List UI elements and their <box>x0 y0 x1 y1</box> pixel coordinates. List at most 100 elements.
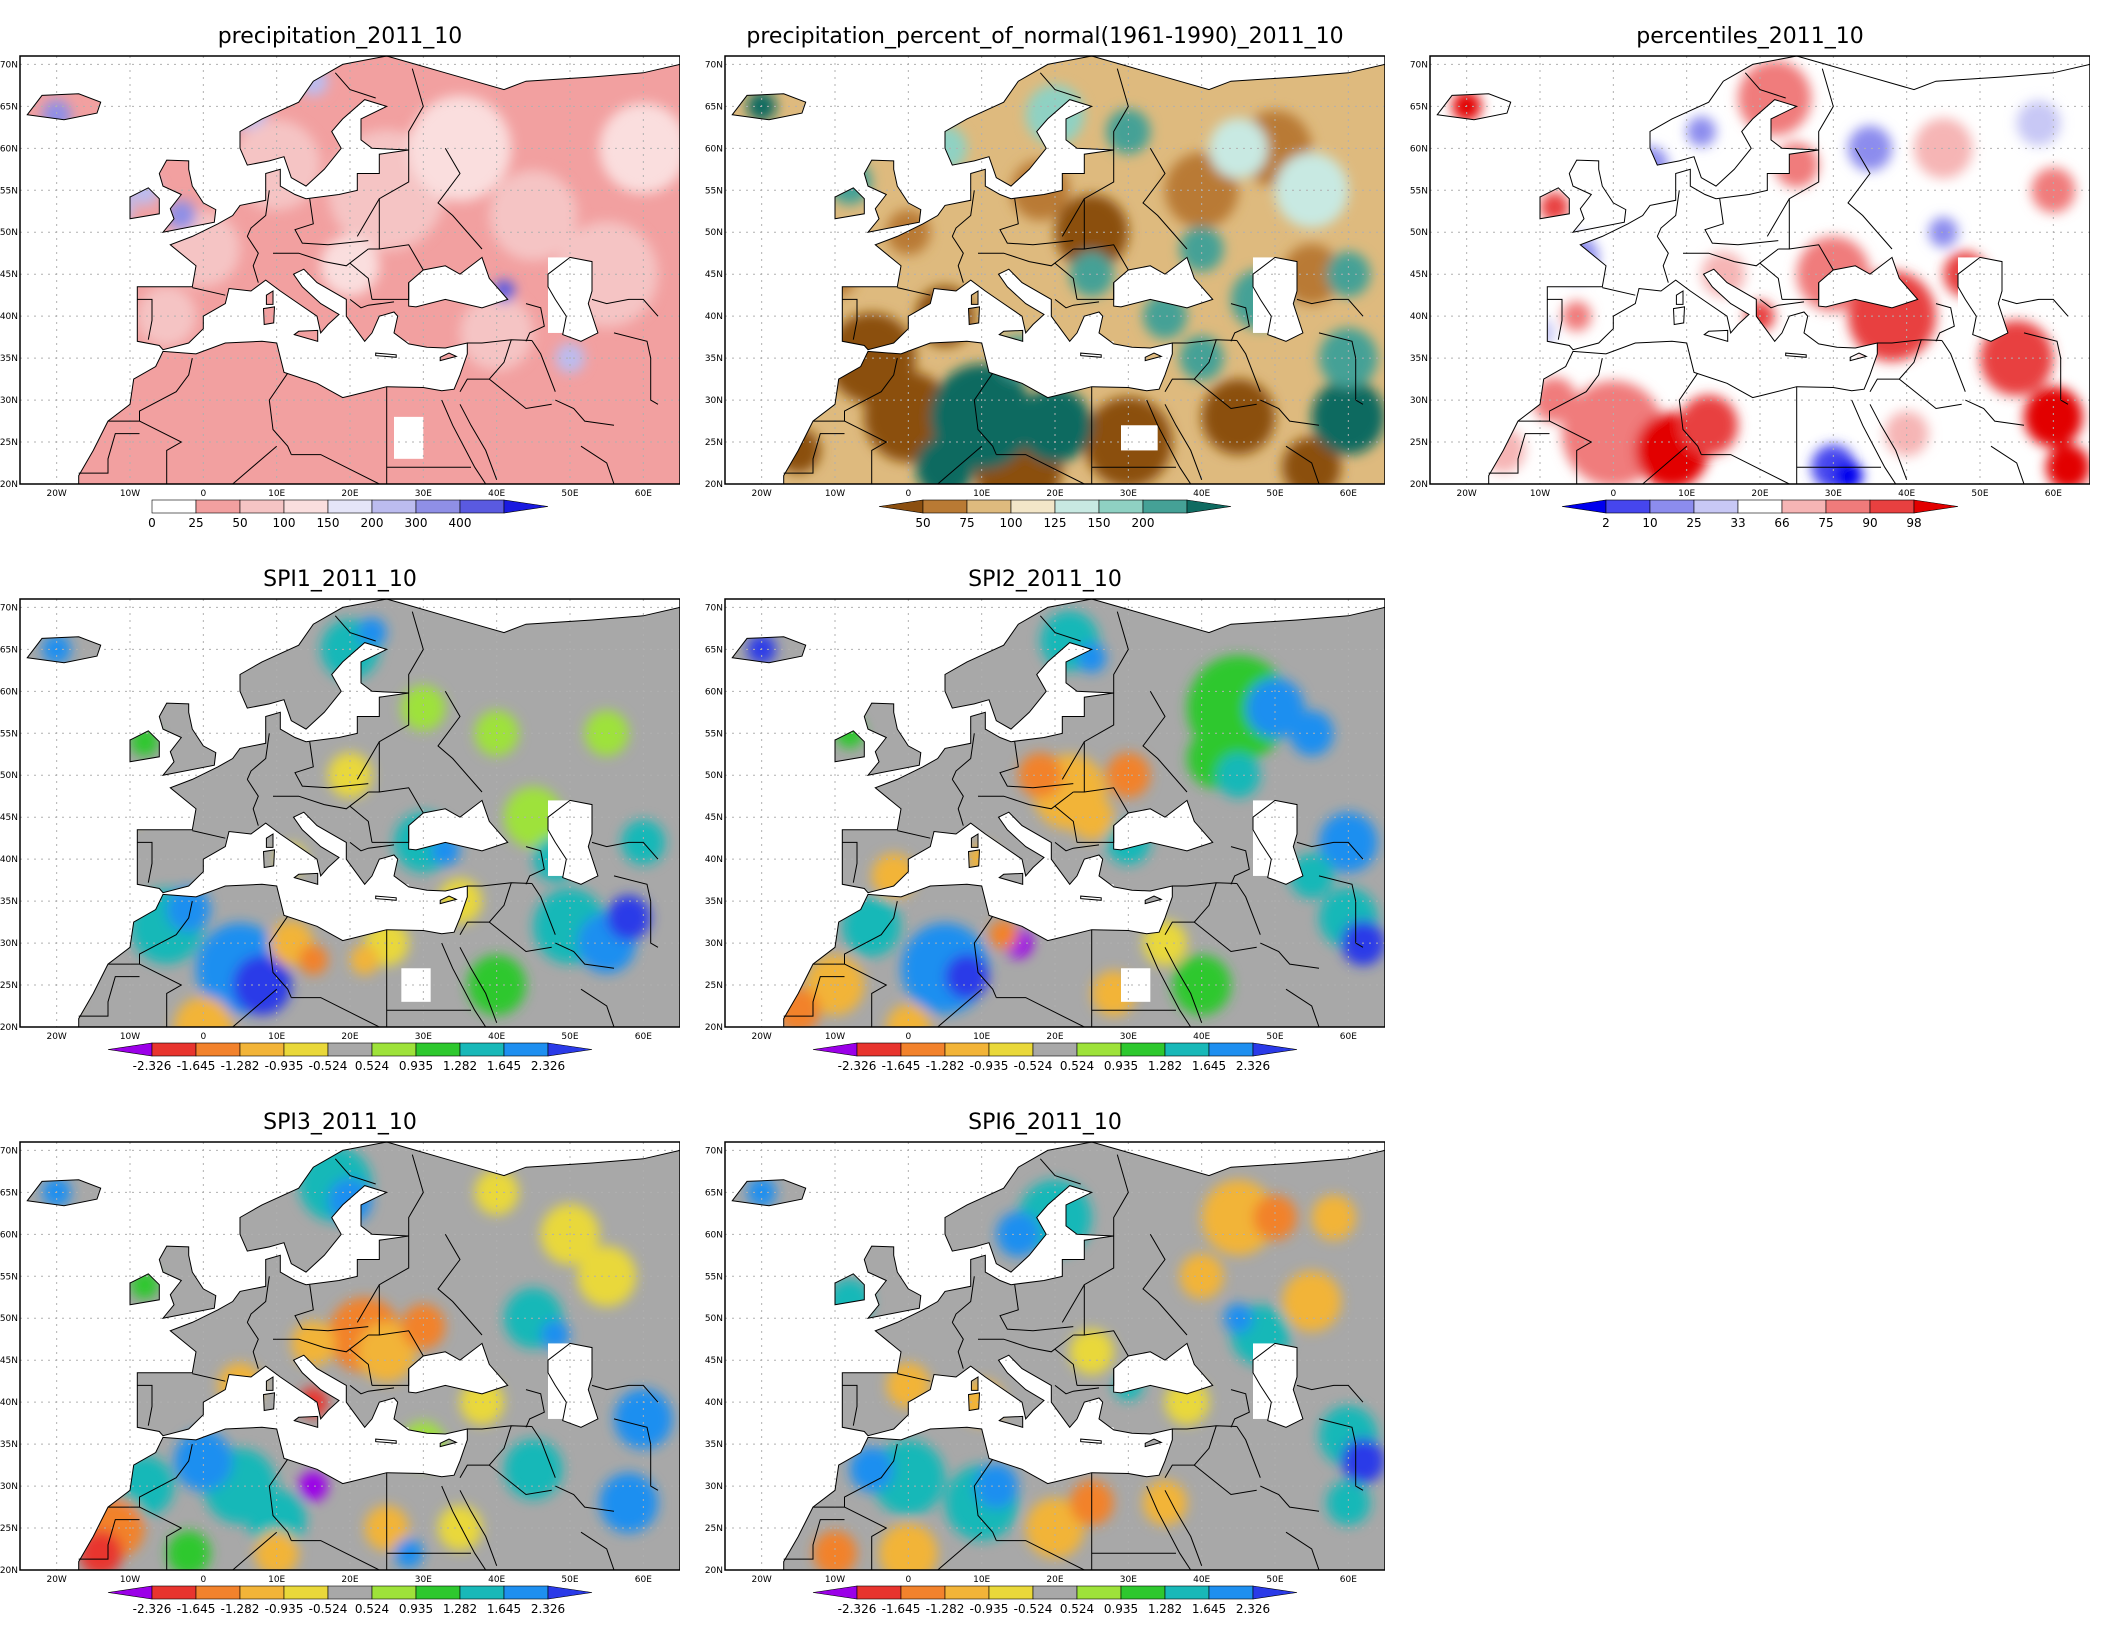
country-border <box>467 339 532 344</box>
coastline <box>547 256 599 342</box>
map-area <box>725 56 1385 484</box>
country-border <box>1193 921 1257 953</box>
country-border <box>334 1158 376 1185</box>
coastline <box>998 1415 1024 1428</box>
country-border <box>978 791 1074 810</box>
coastline <box>158 159 217 233</box>
longitude-label: 30E <box>415 1032 432 1042</box>
country-border <box>349 262 373 300</box>
latitude-label: 60N <box>705 687 723 697</box>
country-border <box>1296 298 1364 317</box>
latitude-label: 55N <box>705 186 723 196</box>
country-border <box>1084 1330 1129 1357</box>
country-border <box>368 198 380 250</box>
coastline <box>262 1392 276 1412</box>
longitude-label: 10E <box>973 1575 990 1585</box>
coastline <box>555 399 615 426</box>
longitude-label: 30E <box>1120 1575 1137 1585</box>
latitude-label: 35N <box>0 1440 18 1450</box>
colorbar-box <box>988 1042 1034 1057</box>
field-contour <box>945 953 989 1000</box>
colorbar-box <box>459 1042 505 1057</box>
colorbar-label: 66 <box>1774 516 1789 530</box>
country-border <box>379 244 424 271</box>
latitude-label: 20N <box>1410 480 1428 490</box>
colorbar-label: -0.935 <box>265 1059 304 1073</box>
colorbar-label: 2.326 <box>1236 1602 1270 1616</box>
colorbar-label: 0.935 <box>399 1059 433 1073</box>
longitude-label: 30E <box>1120 489 1137 499</box>
latitude-label: 20N <box>0 1023 18 1033</box>
country-border <box>349 842 395 852</box>
graticule <box>725 599 1385 1027</box>
colorbar-label: 0.524 <box>1060 1602 1094 1616</box>
country-border <box>591 1384 659 1403</box>
latitude-label: 25N <box>705 438 723 448</box>
country-border <box>246 1322 259 1369</box>
coastline <box>158 702 217 776</box>
colorbar-box <box>283 1585 329 1600</box>
colorbar-label: 0.935 <box>1104 1059 1138 1073</box>
field-contour <box>1679 395 1738 456</box>
coastline <box>1851 399 1897 484</box>
coastline <box>863 159 922 233</box>
country-border <box>996 454 1085 484</box>
country-border <box>1318 875 1364 948</box>
coastline <box>129 1273 160 1306</box>
panel-title: SPI3_2011_10 <box>263 1110 417 1135</box>
map-percent-of-normal: 20W 10W 0 10E 20E 30E 40E 50E 60E 20N 25N 30N 35N 40N… <box>705 55 1385 530</box>
country-border <box>1602 287 1636 296</box>
country-border <box>1818 68 1834 150</box>
coastline <box>439 1438 458 1448</box>
map-precipitation: 20W 10W 0 10E 20E 30E 40E 50E 60E 20N 25N 30N 35N 40N… <box>0 55 680 530</box>
country-border <box>294 198 369 246</box>
colorbar-label: 200 <box>361 516 384 530</box>
colorbar-box <box>1142 499 1188 514</box>
latitude-label: 40N <box>0 312 18 322</box>
country-border <box>844 1443 898 1508</box>
map-spi3: 20W 10W 0 10E 20E 30E 40E 50E 60E 20N 25N 30N 35N 40N… <box>0 1141 680 1616</box>
country-border <box>349 805 373 843</box>
country-border <box>408 611 424 693</box>
country-border <box>334 72 376 99</box>
country-border <box>192 1373 226 1382</box>
country-border <box>1084 244 1129 271</box>
latitude-label: 45N <box>1410 270 1428 280</box>
colorbar-label: 2.326 <box>1236 1059 1270 1073</box>
map-percentiles: 20W 10W 0 10E 20E 30E 40E 50E 60E 20N 25N 30N 35N 40N… <box>1410 55 2090 530</box>
coastlines <box>26 1142 680 1570</box>
latitude-label: 55N <box>0 1272 18 1282</box>
country-border <box>1230 303 1250 342</box>
country-border <box>580 988 615 1027</box>
field-contour <box>996 1211 1041 1257</box>
colorbar-box <box>988 1585 1034 1600</box>
latitude-label: 60N <box>0 1230 18 1240</box>
field-contour <box>1179 226 1224 272</box>
country-border <box>246 190 270 237</box>
coastline <box>408 799 509 852</box>
colorbar-box <box>415 1585 461 1600</box>
coastlines <box>1436 56 2090 484</box>
field-contour <box>1069 251 1114 297</box>
coastline <box>293 329 319 342</box>
field-contour <box>401 685 446 731</box>
country-border <box>232 1531 278 1570</box>
coastline <box>265 1376 274 1391</box>
map-spi6: 20W 10W 0 10E 20E 30E 40E 50E 60E 20N 25N 30N 35N 40N… <box>705 1141 1385 1616</box>
latitude-label: 55N <box>1410 186 1428 196</box>
latitude-label: 35N <box>1410 354 1428 364</box>
coastline <box>26 636 102 664</box>
country-border <box>1318 1418 1364 1491</box>
country-border <box>842 298 858 340</box>
coastline <box>1252 799 1304 885</box>
colorbar-label: 1.282 <box>443 1602 477 1616</box>
country-border <box>408 1154 424 1236</box>
colorbar-label: 25 <box>1686 516 1701 530</box>
country-border <box>1054 262 1078 300</box>
country-border <box>1061 150 1115 237</box>
black-sea <box>1113 1343 1213 1394</box>
country-border <box>137 1384 153 1426</box>
longitude-label: 60E <box>635 1032 652 1042</box>
country-border <box>1285 445 1320 484</box>
longitude-label: 30E <box>1120 1032 1137 1042</box>
